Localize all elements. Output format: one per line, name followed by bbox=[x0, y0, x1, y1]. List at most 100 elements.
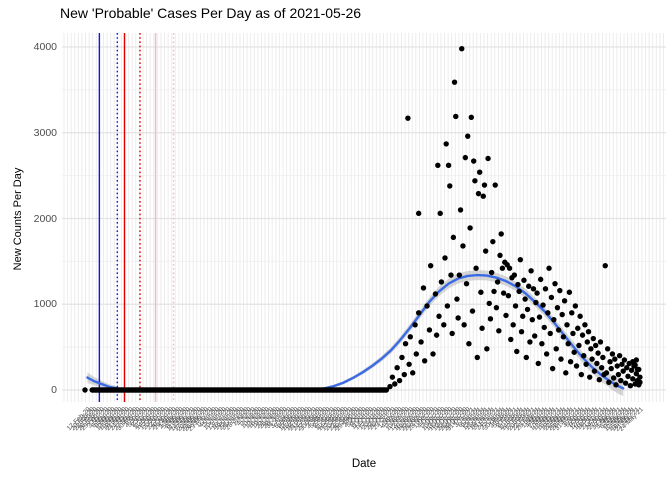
scatter-point bbox=[561, 298, 568, 304]
scatter-point bbox=[478, 289, 484, 295]
y-tick-label: 2000 bbox=[33, 212, 57, 225]
scatter-point bbox=[492, 182, 498, 188]
scatter-point bbox=[514, 348, 520, 355]
scatter-point bbox=[612, 356, 618, 362]
scatter-point bbox=[565, 340, 571, 347]
scatter-point bbox=[471, 158, 477, 164]
scatter-point bbox=[598, 365, 605, 371]
y-tick-label: 1000 bbox=[33, 298, 57, 311]
scatter-point bbox=[463, 280, 470, 287]
scatter-point bbox=[632, 362, 638, 368]
y-tick-label: 0 bbox=[51, 384, 57, 396]
scatter-point bbox=[473, 265, 479, 271]
scatter-point bbox=[389, 374, 396, 380]
scatter-point bbox=[82, 387, 88, 393]
scatter-point bbox=[455, 315, 461, 321]
scatter-point bbox=[624, 365, 630, 371]
scatter-point bbox=[506, 265, 513, 271]
scatter-point bbox=[491, 288, 497, 295]
chart-title: New 'Probable' Cases Per Day as of 2021-… bbox=[60, 5, 362, 21]
scatter-point bbox=[475, 190, 482, 197]
scatter-point bbox=[628, 367, 635, 373]
scatter-point bbox=[602, 262, 608, 269]
scatter-point bbox=[608, 365, 614, 372]
scatter-point bbox=[415, 210, 422, 217]
scatter-point bbox=[546, 265, 552, 271]
scatter-point bbox=[541, 324, 547, 331]
scatter-point bbox=[613, 382, 619, 388]
scatter-point bbox=[430, 351, 436, 357]
scatter-point bbox=[620, 368, 626, 374]
scatter-point bbox=[615, 371, 622, 378]
scatter-point bbox=[536, 314, 543, 320]
scatter-point bbox=[563, 370, 569, 376]
scatter-point bbox=[545, 310, 551, 316]
scatter-point bbox=[474, 354, 480, 361]
scatter-point bbox=[604, 346, 611, 352]
scatter-point bbox=[596, 377, 602, 383]
scatter-point bbox=[571, 349, 577, 355]
scatter-point bbox=[505, 292, 512, 299]
scatter-point bbox=[554, 304, 561, 311]
scatter-point bbox=[441, 322, 447, 328]
scatter-point bbox=[548, 294, 555, 301]
scatter-point bbox=[499, 265, 506, 271]
scatter-point bbox=[410, 370, 416, 376]
scatter-point bbox=[427, 262, 434, 269]
scatter-point bbox=[488, 269, 495, 276]
scatter-point bbox=[465, 133, 471, 139]
scatter-point bbox=[619, 361, 625, 367]
scatter-point bbox=[622, 380, 629, 386]
scatter-point bbox=[486, 300, 492, 307]
scatter-point bbox=[560, 334, 567, 340]
scatter-point bbox=[484, 346, 490, 352]
scatter-point bbox=[547, 330, 553, 337]
scatter-point bbox=[610, 375, 617, 381]
scatter-point bbox=[454, 296, 460, 302]
scatter-point bbox=[614, 363, 620, 369]
scatter-point bbox=[498, 231, 504, 237]
scatter-point bbox=[581, 353, 587, 359]
scatter-point bbox=[524, 306, 531, 313]
scatter-point bbox=[591, 368, 598, 374]
scatter-point bbox=[485, 155, 491, 162]
scatter-point bbox=[637, 379, 643, 385]
scatter-point bbox=[517, 256, 524, 263]
scatter-point bbox=[530, 286, 537, 292]
scatter-point bbox=[480, 193, 486, 199]
scatter-point bbox=[402, 340, 409, 347]
y-tick-label: 4000 bbox=[33, 41, 57, 53]
scatter-point bbox=[588, 346, 594, 352]
scatter-point bbox=[468, 114, 475, 121]
scatter-point bbox=[539, 340, 545, 347]
scatter-point bbox=[606, 379, 612, 385]
scatter-point bbox=[472, 178, 478, 184]
scatter-point bbox=[527, 339, 533, 345]
scatter-point bbox=[418, 339, 424, 345]
scatter-point bbox=[508, 336, 514, 343]
scatter-point bbox=[449, 330, 455, 337]
y-tick-label: 3000 bbox=[33, 126, 57, 139]
scatter-point bbox=[575, 325, 581, 331]
scatter-point bbox=[503, 312, 509, 319]
scatter-point bbox=[577, 313, 583, 319]
scatter-point bbox=[564, 322, 570, 328]
scatter-point bbox=[447, 183, 453, 189]
scatter-point bbox=[405, 115, 411, 121]
scatter-point bbox=[448, 272, 454, 278]
scatter-point bbox=[585, 328, 592, 335]
scatter-point bbox=[597, 339, 604, 345]
scatter-point bbox=[399, 354, 405, 361]
scatter-point bbox=[636, 366, 642, 373]
scatter-point bbox=[412, 322, 418, 328]
scatter-point bbox=[496, 328, 502, 334]
scatter-point bbox=[445, 162, 452, 169]
scatter-point bbox=[578, 371, 585, 378]
scatter-point bbox=[523, 354, 530, 361]
scatter-point bbox=[435, 162, 441, 169]
scatter-point bbox=[521, 277, 527, 283]
scatter-point bbox=[573, 363, 580, 369]
scatter-point bbox=[618, 377, 624, 384]
scatter-point bbox=[579, 332, 586, 338]
scatter-point bbox=[557, 287, 563, 294]
